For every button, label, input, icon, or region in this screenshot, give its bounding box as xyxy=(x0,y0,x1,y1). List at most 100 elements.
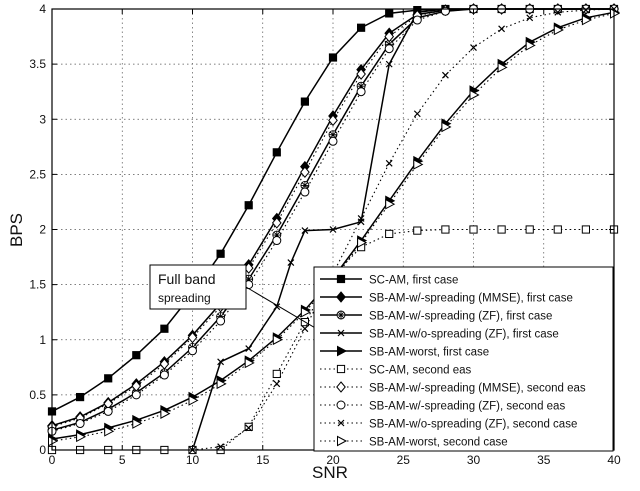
data-point xyxy=(271,217,282,229)
y-tick-label: 1 xyxy=(39,333,46,347)
data-point xyxy=(272,334,283,346)
legend-marker xyxy=(336,381,346,393)
data-point xyxy=(385,229,394,239)
x-tick-label: 25 xyxy=(397,453,411,467)
legend-entry: SB-AM-worst, second case xyxy=(320,435,508,449)
data-point xyxy=(554,8,562,16)
data-point xyxy=(470,44,477,52)
data-point xyxy=(582,6,590,14)
data-point xyxy=(328,130,338,140)
data-point xyxy=(188,395,199,406)
legend-marker xyxy=(336,291,346,303)
data-point xyxy=(441,225,450,234)
data-point xyxy=(385,198,396,210)
legend-label: SB-AM-w/-spreading (ZF), first case xyxy=(369,311,552,323)
legend-entry: SB-AM-w/-spreading (MMSE), first case xyxy=(320,291,573,305)
data-point xyxy=(384,30,395,43)
data-point xyxy=(188,346,197,356)
y-tick-label: 2.5 xyxy=(29,167,46,181)
data-point xyxy=(301,227,309,235)
data-point xyxy=(103,406,113,416)
data-point xyxy=(216,378,227,390)
data-point xyxy=(498,25,506,33)
legend-box xyxy=(313,266,614,452)
data-point xyxy=(581,14,592,26)
data-point xyxy=(328,114,338,127)
y-tick-label: 1.5 xyxy=(29,278,46,292)
data-point xyxy=(159,370,169,380)
data-point xyxy=(160,324,169,333)
legend-label: SB-AM-w/-spreading (ZF), second eas xyxy=(369,401,565,413)
legend-entry: SB-AM-w/-spreading (ZF), first case xyxy=(320,311,552,323)
y-tick-label: 4 xyxy=(39,2,46,16)
data-point xyxy=(385,60,393,68)
x-tick-label: 15 xyxy=(256,453,270,467)
legend-entry: SB-AM-w/-spreading (ZF), second eas xyxy=(320,400,565,413)
data-point xyxy=(75,419,85,429)
legend-marker xyxy=(336,400,346,410)
annotation: Full band spreading xyxy=(149,264,367,359)
data-point xyxy=(356,87,366,97)
data-point xyxy=(385,9,394,18)
legend-label: SB-AM-w/o-spreading (ZF), first case xyxy=(369,329,559,341)
data-point xyxy=(526,14,534,22)
data-point xyxy=(328,53,338,62)
data-point xyxy=(413,226,422,235)
data-point xyxy=(104,374,113,383)
data-point xyxy=(273,380,281,388)
x-axis-title: SNR xyxy=(312,463,348,482)
data-point xyxy=(272,148,281,157)
data-point xyxy=(301,325,309,333)
data-point xyxy=(76,392,85,402)
data-point xyxy=(216,249,225,258)
data-point xyxy=(300,187,310,197)
legend-marker xyxy=(337,345,348,357)
annotation-line-2: spreading xyxy=(158,291,211,305)
data-point xyxy=(132,418,143,429)
x-tick-label: 35 xyxy=(537,453,551,467)
data-point xyxy=(413,159,424,170)
data-point xyxy=(187,331,198,344)
legend-entry: SB-AM-w/o-spreading (ZF), first case xyxy=(320,329,559,341)
legend-marker xyxy=(337,329,345,337)
legend-marker xyxy=(337,435,348,447)
legend-marker xyxy=(336,364,346,374)
data-point xyxy=(497,225,506,234)
y-tick-label: 3 xyxy=(39,112,46,126)
data-point xyxy=(300,166,310,178)
data-point xyxy=(76,431,87,443)
y-axis-title: BPS xyxy=(7,213,26,247)
legend-marker xyxy=(337,419,345,427)
data-point xyxy=(329,226,337,233)
data-point xyxy=(216,316,226,326)
data-point xyxy=(384,44,394,54)
data-point xyxy=(273,303,281,311)
legend-label: SB-AM-worst, second case xyxy=(369,437,508,449)
data-point xyxy=(610,8,621,19)
data-point xyxy=(272,236,282,246)
data-point xyxy=(245,424,253,432)
legend-label: SB-AM-worst, first case xyxy=(369,347,489,359)
x-tick-label: 10 xyxy=(186,453,200,467)
annotation-box xyxy=(149,264,247,310)
data-point xyxy=(131,390,141,400)
legend-label: SB-AM-w/-spreading (MMSE), first case xyxy=(369,293,573,305)
data-point xyxy=(132,351,141,360)
data-point xyxy=(300,97,309,106)
data-point xyxy=(217,358,225,366)
legend-entry: SB-AM-w/-spreading (MMSE), second eas xyxy=(320,381,586,395)
data-point xyxy=(244,357,255,369)
axis-ticks: 0 5 10 15 20 25 30 35 40 0 0.5 1 1.5 2 2.5 3 3.5 4 xyxy=(29,2,621,467)
legend-entry: SC-AM, first case xyxy=(320,275,458,287)
data-point xyxy=(328,136,338,146)
data-point xyxy=(385,159,393,167)
data-point xyxy=(553,225,562,234)
data-point xyxy=(48,435,59,447)
data-point xyxy=(469,89,480,101)
data-point xyxy=(244,201,253,210)
data-point xyxy=(497,62,508,73)
x-tick-label: 5 xyxy=(119,453,126,467)
data-point xyxy=(287,259,295,266)
data-point xyxy=(245,345,253,352)
